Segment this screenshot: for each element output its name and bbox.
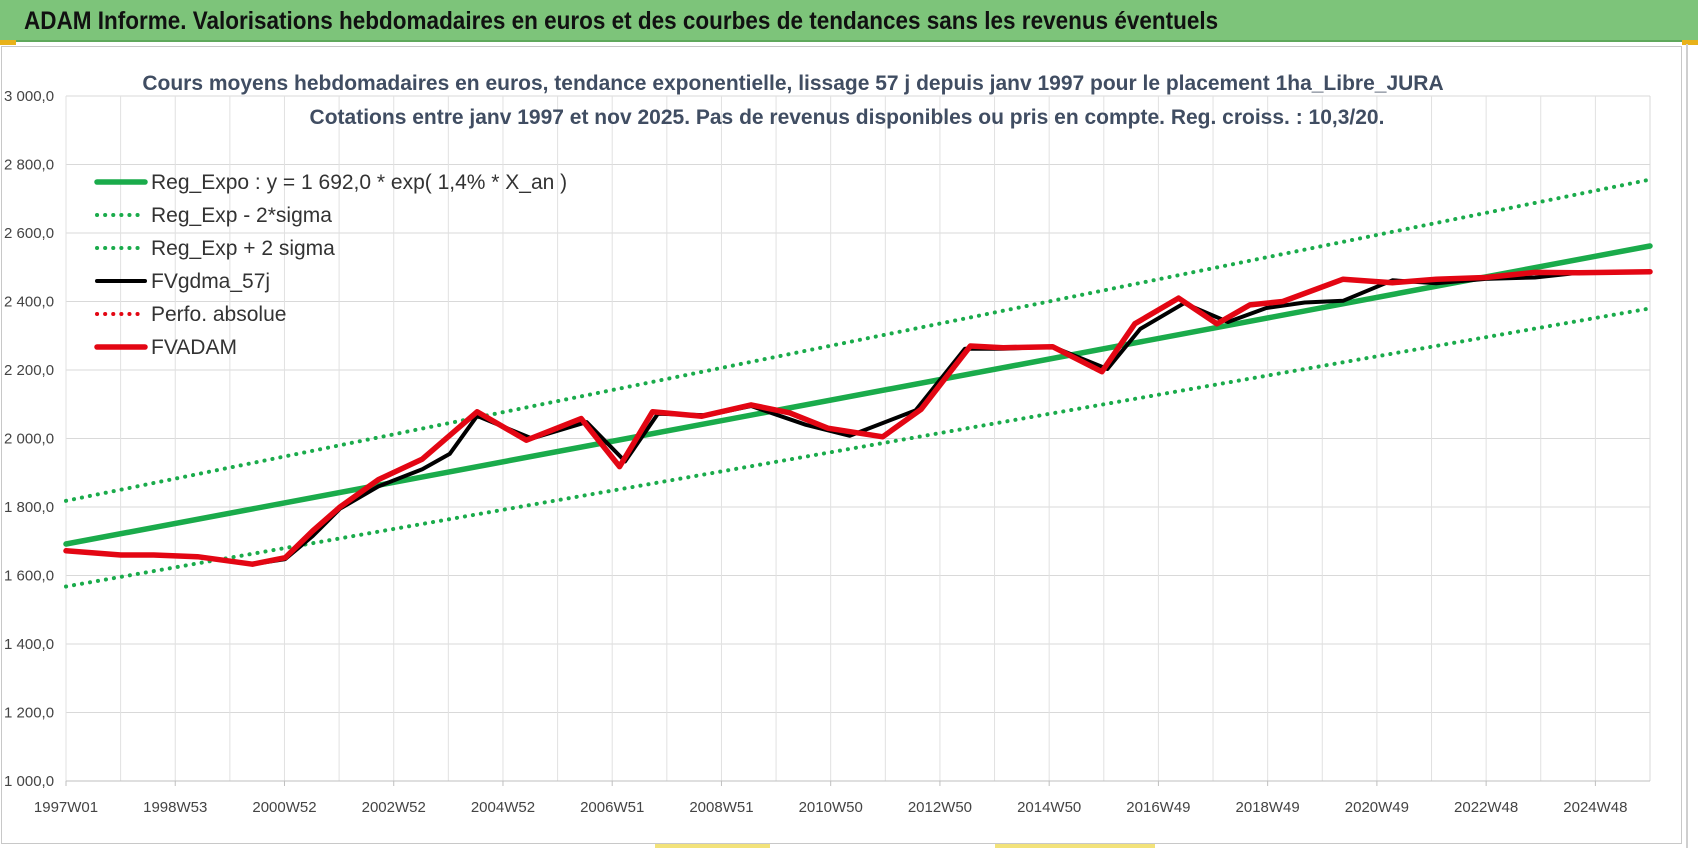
sheet-edge bbox=[1686, 44, 1688, 848]
y-tick-label: 2 400,0 bbox=[4, 294, 54, 311]
y-tick-label: 2 200,0 bbox=[4, 362, 54, 379]
legend-label-3: Reg_Exp + 2 sigma bbox=[151, 237, 335, 260]
y-tick-label: 1 600,0 bbox=[4, 568, 54, 585]
x-tick-label: 2008W51 bbox=[689, 799, 753, 816]
corner-marker-left bbox=[0, 40, 16, 45]
series-line-2 bbox=[64, 306, 1652, 589]
series-line-3 bbox=[64, 177, 1652, 503]
legend-label-6: FVADAM bbox=[151, 336, 237, 359]
y-axis: 3 000,0 2 800,0 2 600,0 2 400,0 2 200,0 2 000… bbox=[4, 88, 54, 790]
series-line-1 bbox=[63, 243, 1653, 547]
legend: Reg_Expo : y = 1 692,0 * exp( 1,4% * X_a… bbox=[94, 171, 567, 359]
x-tick-label: 2004W52 bbox=[471, 799, 535, 816]
x-tick-label: 1997W01 bbox=[34, 799, 98, 816]
y-tick-label: 2 800,0 bbox=[4, 157, 54, 174]
x-tick-label: 2012W50 bbox=[908, 799, 972, 816]
y-tick-label: 1 400,0 bbox=[4, 636, 54, 653]
x-tick-label: 2016W49 bbox=[1126, 799, 1190, 816]
series-line-6 bbox=[63, 268, 1653, 567]
series-layer bbox=[63, 177, 1653, 589]
y-tick-label: 1 800,0 bbox=[4, 499, 54, 516]
x-axis: 1997W01 1998W53 2000W52 2002W52 2004W52 2006W… bbox=[34, 780, 1650, 816]
x-tick-label: 1998W53 bbox=[143, 799, 207, 816]
series-line-4 bbox=[64, 269, 1652, 567]
x-tick-label: 2000W52 bbox=[252, 799, 316, 816]
x-tick-label: 2020W49 bbox=[1345, 799, 1409, 816]
legend-label-4: FVgdma_57j bbox=[151, 270, 270, 293]
grid-layer bbox=[65, 95, 1651, 782]
x-tick-label: 2024W48 bbox=[1563, 799, 1627, 816]
x-tick-label: 2018W49 bbox=[1236, 799, 1300, 816]
legend-label-2: Reg_Exp - 2*sigma bbox=[151, 204, 332, 227]
x-tick-label: 2022W48 bbox=[1454, 799, 1518, 816]
sheet-scroll-marker-1 bbox=[655, 844, 770, 848]
legend-label-1: Reg_Expo : y = 1 692,0 * exp( 1,4% * X_a… bbox=[151, 171, 567, 194]
banner-title: ADAM Informe. Valorisations hebdomadaire… bbox=[24, 7, 1219, 35]
chart-area bbox=[1, 46, 1682, 844]
y-tick-label: 3 000,0 bbox=[4, 88, 54, 105]
banner: ADAM Informe. Valorisations hebdomadaire… bbox=[0, 0, 1698, 42]
x-tick-label: 2002W52 bbox=[362, 799, 426, 816]
x-tick-label: 2010W50 bbox=[799, 799, 863, 816]
chart-title: Cours moyens hebdomadaires en euros, ten… bbox=[142, 72, 1443, 95]
y-tick-label: 2 000,0 bbox=[4, 431, 54, 448]
sheet-scroll-marker-2 bbox=[995, 844, 1155, 848]
legend-label-5: Perfo. absolue bbox=[151, 303, 286, 326]
y-tick-label: 1 200,0 bbox=[4, 705, 54, 722]
chart-subtitle: Cotations entre janv 1997 et nov 2025. P… bbox=[310, 106, 1385, 129]
y-tick-label: 2 600,0 bbox=[4, 225, 54, 242]
y-tick-label: 1 000,0 bbox=[4, 773, 54, 790]
x-tick-label: 2014W50 bbox=[1017, 799, 1081, 816]
x-tick-label: 2006W51 bbox=[580, 799, 644, 816]
corner-marker-right bbox=[1682, 40, 1698, 45]
